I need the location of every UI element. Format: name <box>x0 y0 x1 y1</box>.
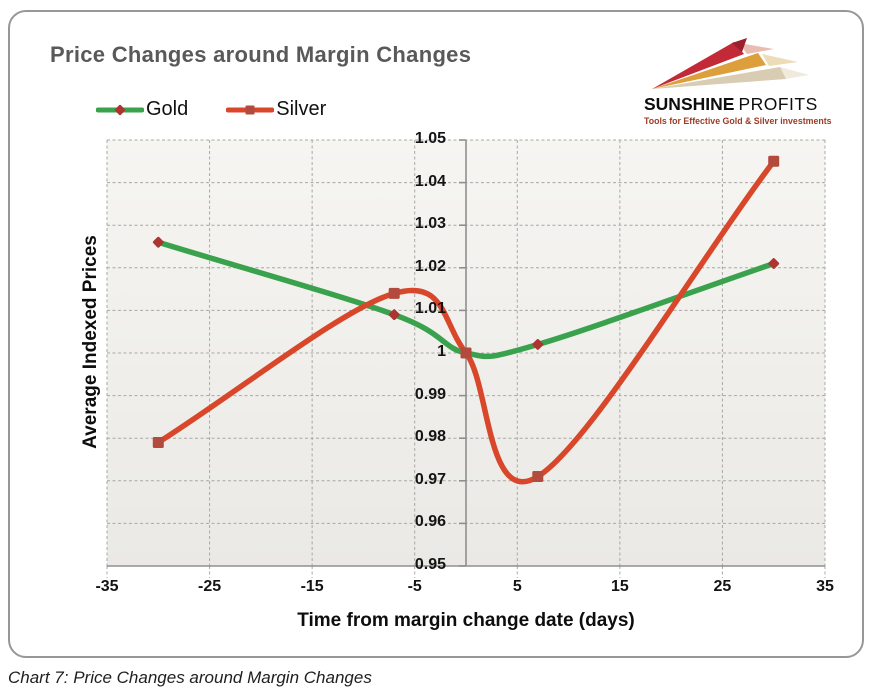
legend-label-gold: Gold <box>146 98 189 120</box>
x-tick-label: 15 <box>610 578 629 595</box>
logo-arrow-red <box>652 42 744 89</box>
silver-marker-square-icon <box>388 287 400 299</box>
logo-name-light: PROFITS <box>738 94 818 114</box>
y-tick-label: 1.05 <box>414 130 446 147</box>
y-axis-title: Average Indexed Prices <box>80 235 101 449</box>
silver-legend-swatch-icon <box>226 105 275 114</box>
legend-item-gold: Gold <box>96 98 188 121</box>
x-axis-title: Time from margin change date (days) <box>297 610 635 631</box>
silver-marker-square-icon <box>460 347 472 359</box>
y-tick-label: 1 <box>437 343 446 360</box>
x-tick-label: 25 <box>713 578 732 595</box>
brand-logo: SUNSHINE PROFITS Tools for Effective Gold… <box>644 38 832 126</box>
gold-marker-diamond-icon <box>532 339 544 350</box>
legend-item-silver: Silver <box>226 98 326 121</box>
gold-legend-diamond-icon <box>114 104 126 115</box>
y-tick-label: 1.04 <box>414 172 446 190</box>
x-tick-label: -5 <box>407 578 422 595</box>
x-tick-label: 35 <box>816 578 834 595</box>
x-tick-label: -15 <box>300 578 324 595</box>
silver-legend-square-icon <box>245 105 255 114</box>
logo-arrows-icon <box>652 38 809 89</box>
silver-marker-square-icon <box>152 436 164 448</box>
y-tick-label: 0.95 <box>414 556 446 573</box>
chart-panel: Price Changes around Margin Changes Gold… <box>8 10 864 658</box>
logo-arrow-echo-gold <box>762 54 798 66</box>
legend-label-silver: Silver <box>276 98 327 120</box>
chart-title: Price Changes around Margin Changes <box>50 42 472 67</box>
silver-markers <box>152 155 780 483</box>
gold-marker-diamond-icon <box>768 258 780 269</box>
y-tick-label: 0.96 <box>414 513 446 531</box>
logo-arrow-echo-red <box>739 43 774 54</box>
y-tick-label: 1.01 <box>414 300 446 318</box>
logo-arrow-echo-beige <box>780 67 809 79</box>
logo-arrow-red-tip <box>732 38 747 52</box>
logo-tagline: Tools for Effective Gold & Silver invest… <box>644 116 832 126</box>
logo-arrow-gold <box>652 53 766 89</box>
y-tick-label: 1.03 <box>414 215 446 233</box>
y-tick-label: 0.97 <box>414 470 446 488</box>
silver-line-series <box>155 158 777 485</box>
silver-marker-square-icon <box>768 155 780 167</box>
gold-marker-diamond-icon <box>152 236 164 248</box>
silver-marker-square-icon <box>532 471 544 483</box>
logo-name: SUNSHINE PROFITS <box>644 94 818 115</box>
gold-legend-swatch-icon <box>96 104 144 115</box>
x-tick-label: 5 <box>512 578 522 595</box>
y-tick-label: 0.99 <box>414 385 446 403</box>
logo-arrow-beige <box>652 67 786 89</box>
y-tick-label: 1.02 <box>414 257 446 275</box>
x-tick-label: -25 <box>198 578 222 595</box>
y-tick-label: 0.98 <box>414 428 446 446</box>
legend: Gold Silver <box>96 98 326 121</box>
chart-caption: Chart 7: Price Changes around Margin Cha… <box>8 668 372 687</box>
logo-name-bold: SUNSHINE <box>644 94 735 114</box>
gold-marker-diamond-icon <box>388 309 400 321</box>
plot-area <box>106 139 826 578</box>
x-tick-label: -35 <box>95 578 119 595</box>
